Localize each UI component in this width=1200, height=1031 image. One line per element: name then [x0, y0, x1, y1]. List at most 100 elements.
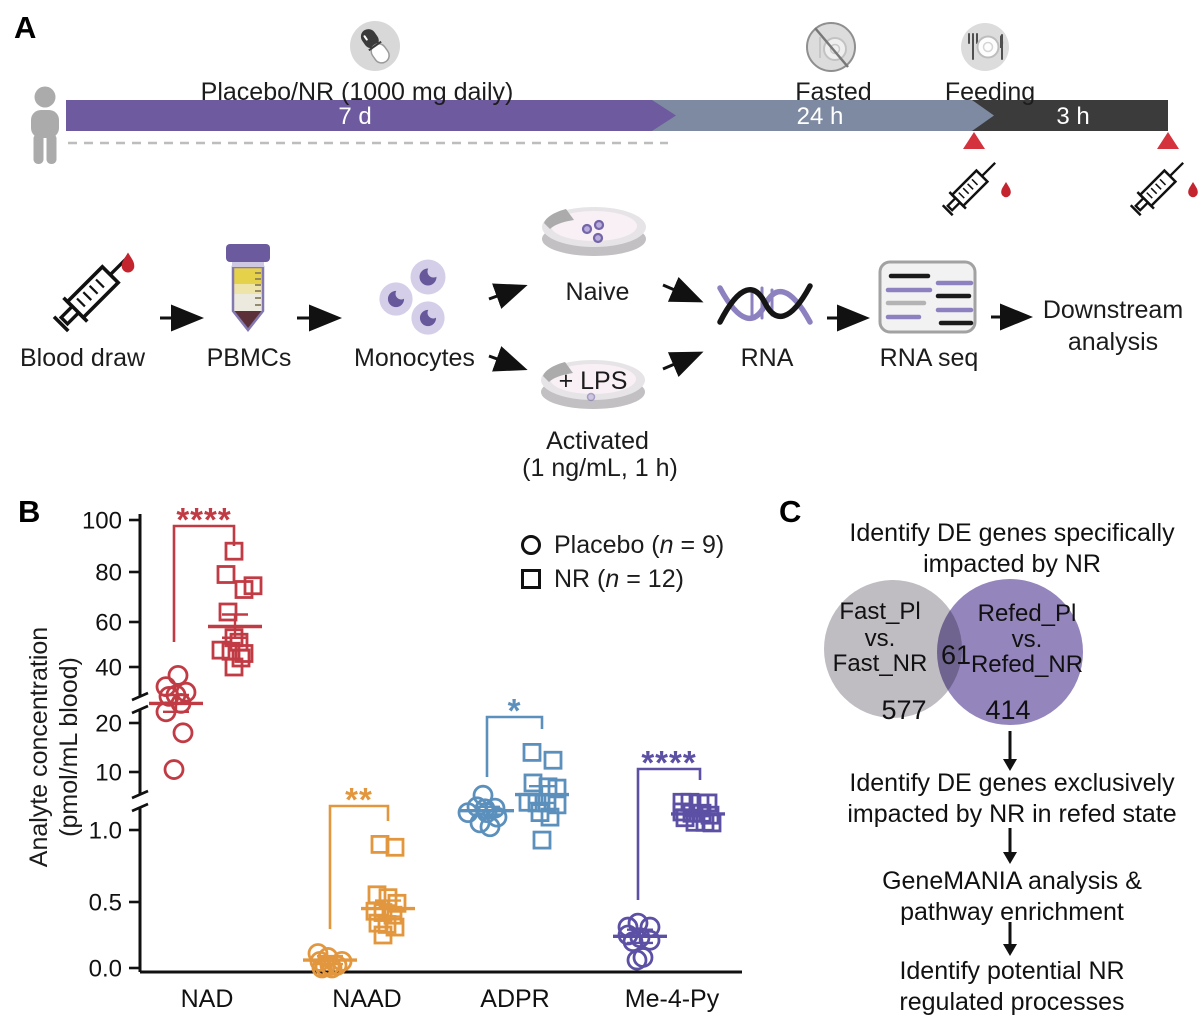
y-tick-label: 0.0	[89, 956, 122, 983]
activated-label: Activated	[546, 427, 649, 455]
x-category-label: NAD	[181, 985, 234, 1013]
data-point-placebo-Me-4-Py	[632, 947, 654, 968]
data-point-placebo-Me-4-Py	[626, 949, 648, 971]
pill-icon	[350, 21, 400, 71]
venn-fast-line2: vs.	[864, 625, 896, 652]
data-point-nr-NAD	[218, 602, 238, 622]
feeding-label: Feeding	[944, 78, 1036, 106]
significance-stars: **	[345, 781, 373, 818]
timeline-seg-24h	[640, 100, 994, 131]
data-point-placebo-NAD	[165, 684, 187, 706]
data-point-nr-Me-4-Py	[672, 802, 692, 822]
data-point-nr-NAAD	[370, 835, 390, 854]
significance-bracket	[636, 767, 702, 900]
circle-marker-icon	[521, 535, 541, 555]
significance-stars: *	[508, 692, 522, 729]
square-marker-icon	[521, 569, 541, 589]
data-point-placebo-Me-4-Py	[639, 916, 661, 938]
data-point-nr-NAAD	[385, 837, 405, 857]
data-point-nr-Me-4-Py	[698, 793, 718, 813]
flow-step-2-line2: pathway enrichment	[900, 898, 1124, 926]
blood-sample-marker	[1157, 132, 1179, 149]
x-category-label: Me-4-Py	[625, 985, 720, 1013]
data-point-nr-Me-4-Py	[700, 805, 720, 825]
venn-circle-refed	[937, 579, 1083, 725]
workflow-arrows	[160, 276, 1033, 378]
data-point-nr-NAAD	[367, 885, 387, 905]
y-axis-title-line2: (pmol/mL blood)	[55, 657, 83, 837]
flow-step-1-line1: Identify DE genes exclusively	[849, 769, 1175, 797]
blood-draw-label: Blood draw	[20, 344, 146, 372]
data-point-nr-NAAD	[385, 917, 405, 937]
monocytes-label: Monocytes	[354, 344, 475, 372]
venn-refed-line2: vs.	[1011, 626, 1043, 653]
flow-step-1: Identify DE genes exclusively impacted b…	[812, 768, 1200, 830]
knife-blade	[1000, 35, 1004, 48]
data-point-nr-ADPR	[527, 793, 547, 813]
data-point-nr-ADPR	[547, 795, 567, 815]
data-point-nr-NAAD	[383, 905, 403, 925]
data-point-nr-Me-4-Py	[690, 793, 710, 813]
venn-fast-count: 577	[881, 695, 927, 725]
legend: Placebo (n = 9) NR (n = 12)	[521, 528, 724, 596]
activated-detail-label: (1 ng/mL, 1 h)	[522, 454, 678, 482]
timeline-bar	[66, 100, 1168, 145]
monocyte-cells-icon	[379, 259, 446, 335]
down-arrow-icon	[1003, 922, 1017, 956]
pbmcs-label: PBMCs	[206, 344, 292, 372]
data-point-nr-Me-4-Py	[672, 792, 692, 812]
data-point-placebo-Me-4-Py	[622, 931, 644, 952]
rna-seq-card-icon	[878, 260, 977, 334]
data-point-nr-ADPR	[532, 830, 552, 850]
fasted-label: Fasted	[795, 78, 872, 106]
data-point-nr-ADPR	[543, 750, 563, 770]
data-point-nr-NAD	[234, 580, 254, 599]
data-point-nr-NAD	[216, 565, 236, 584]
timeline-7d-label: 7 d	[338, 103, 372, 130]
data-point-placebo-ADPR	[479, 816, 501, 838]
petri-dish-icon	[542, 207, 646, 256]
data-point-nr-Me-4-Py	[685, 812, 705, 832]
data-point-placebo-ADPR	[469, 812, 491, 834]
significance-stars: ****	[176, 501, 231, 538]
data-point-nr-ADPR	[538, 777, 558, 797]
data-point-nr-ADPR	[523, 773, 543, 793]
timeline-seg-7d	[66, 100, 676, 131]
data-point-placebo-Me-4-Py	[617, 924, 639, 946]
data-point-placebo-ADPR	[474, 798, 496, 820]
panel-b-label: B	[18, 494, 41, 529]
axis-break-slash	[131, 802, 149, 813]
venn-title-line2: impacted by NR	[923, 550, 1101, 578]
rna-label: RNA	[740, 344, 794, 372]
data-point-nr-Me-4-Py	[682, 803, 702, 823]
legend-nr-count: = 12)	[619, 564, 684, 593]
data-point-nr-NAAD	[365, 901, 385, 921]
data-point-nr-NAD	[229, 632, 249, 652]
data-point-nr-NAAD	[387, 893, 407, 913]
data-point-placebo-ADPR	[472, 784, 494, 806]
blood-sample-marker	[963, 132, 985, 149]
data-point-nr-Me-4-Py	[692, 803, 712, 823]
flow-step-3: Identify potential NR regulated processe…	[812, 956, 1200, 1018]
data-point-nr-NAD	[231, 648, 251, 668]
petri-dish-icon	[541, 360, 645, 409]
data-point-nr-NAD	[243, 576, 263, 596]
legend-placebo-text: Placebo (	[554, 530, 660, 559]
y-tick-label: 60	[95, 610, 122, 637]
panel-a-label: A	[14, 10, 37, 45]
data-point-placebo-NAD	[158, 686, 180, 707]
data-point-nr-NAAD	[373, 903, 393, 922]
y-tick-label: 100	[82, 508, 122, 535]
data-point-nr-NAD	[234, 644, 254, 663]
data-point-placebo-NAAD	[309, 951, 331, 972]
data-point-nr-NAAD	[368, 913, 388, 933]
data-point-nr-ADPR	[522, 743, 542, 762]
data-point-nr-ADPR	[530, 803, 550, 822]
data-point-placebo-NAAD	[321, 957, 343, 979]
y-axis-title: Analyte concentration (pmol/mL blood)	[24, 537, 86, 957]
data-point-placebo-NAAD	[331, 951, 353, 972]
data-point-nr-Me-4-Py	[680, 792, 700, 812]
tube-icon	[226, 244, 270, 333]
legend-placebo-count: = 9)	[673, 530, 725, 559]
